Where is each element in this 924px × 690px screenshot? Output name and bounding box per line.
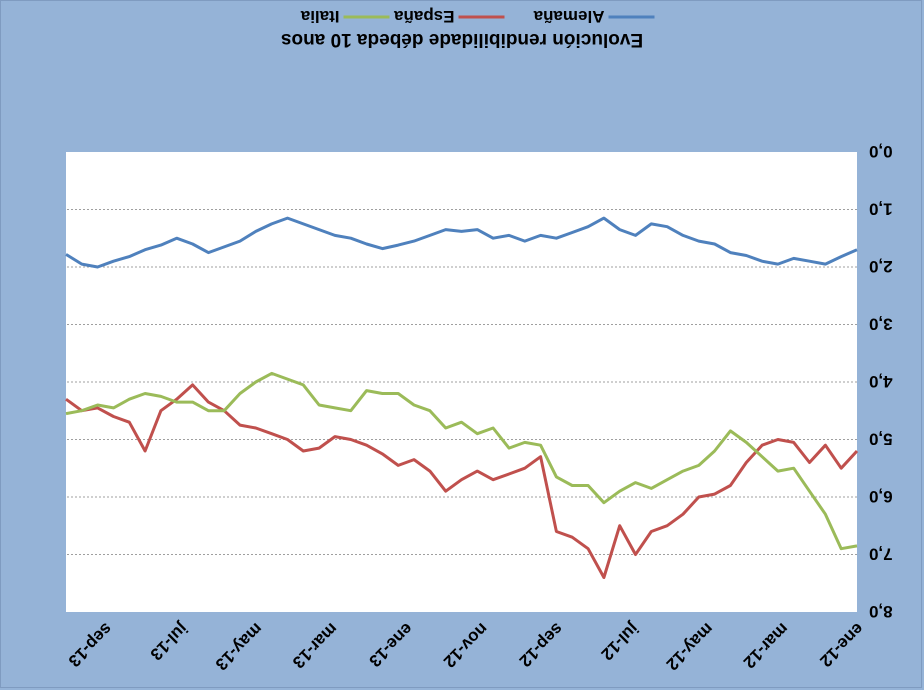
- y-tick-label: 5,0: [869, 430, 893, 449]
- y-tick-label: 2,0: [869, 257, 893, 276]
- plot-area: [66, 152, 857, 612]
- x-tick-label: jul-13: [146, 618, 192, 664]
- legend-label: España: [393, 7, 454, 26]
- x-axis-tick-labels: ene-12 mar-12 may-12 jul-12 sep-12 nov-12 ene-…: [65, 618, 868, 674]
- x-tick-label: jul-12: [597, 618, 643, 664]
- y-tick-label: 8,0: [869, 602, 893, 621]
- x-tick-label: nov-12: [440, 619, 492, 671]
- x-tick-label: may-12: [662, 619, 717, 674]
- y-axis-tick-labels: 0,0 1,0 2,0 3,0 4,0 5,0 6,0 7,0 8,0: [869, 142, 893, 621]
- chart-title: Evolución rendibilidade débeda 10 anos: [281, 29, 643, 50]
- x-tick-label: mar-12: [740, 619, 793, 672]
- series-lines: [65, 216, 859, 579]
- y-tick-label: 6,0: [869, 487, 893, 506]
- x-tick-label: sep-13: [65, 619, 117, 671]
- x-tick-label: ene-13: [365, 619, 417, 671]
- y-tick-label: 4,0: [869, 372, 893, 391]
- legend: Alemaña España Italia: [300, 7, 655, 26]
- y-tick-label: 7,0: [869, 545, 893, 564]
- series-line-españa: [65, 383, 859, 579]
- x-tick-label: mar-13: [289, 619, 342, 672]
- series-line-italia: [65, 371, 858, 551]
- legend-label: Italia: [300, 7, 339, 26]
- legend-label: Alemaña: [533, 7, 604, 26]
- series-line-alemaña: [65, 216, 858, 269]
- y-tick-label: 1,0: [869, 200, 893, 219]
- x-tick-label: may-13: [212, 619, 267, 674]
- y-tick-label: 0,0: [869, 142, 893, 161]
- x-tick-label: ene-12: [816, 619, 868, 671]
- x-tick-label: sep-12: [515, 619, 567, 671]
- y-tick-label: 3,0: [869, 315, 893, 334]
